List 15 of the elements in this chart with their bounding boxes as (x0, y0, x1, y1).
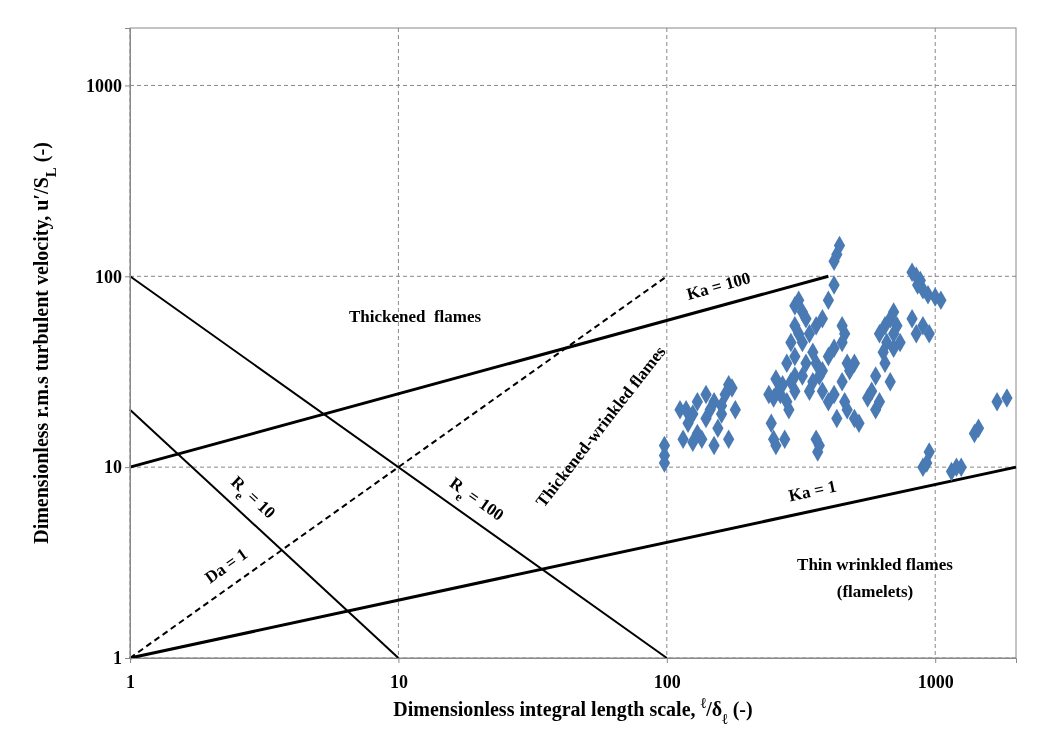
y-tick-label: 100 (95, 266, 122, 287)
y-tick-label: 1 (113, 648, 122, 669)
annotation: Thin wrinkled flames (797, 555, 954, 574)
text: Da = 1 (201, 544, 251, 588)
annotation: (flamelets) (836, 582, 914, 601)
text: Ka = 1 (786, 476, 839, 506)
text: Ka = 100 (684, 268, 753, 304)
x-tick-label: 100 (653, 671, 681, 692)
annotation: Thickened flames (348, 307, 482, 326)
y-tick-label: 10 (104, 457, 122, 478)
x-tick-label: 10 (389, 671, 408, 692)
x-axis-title: Dimensionless integral length scale, $^{ℓ}$/δ$_{ℓ}$ (-) (393, 695, 753, 727)
x-tick-label: 1 (126, 671, 135, 692)
y-tick-label: 1000 (86, 75, 122, 96)
x-tick-label: 1000 (917, 671, 954, 692)
